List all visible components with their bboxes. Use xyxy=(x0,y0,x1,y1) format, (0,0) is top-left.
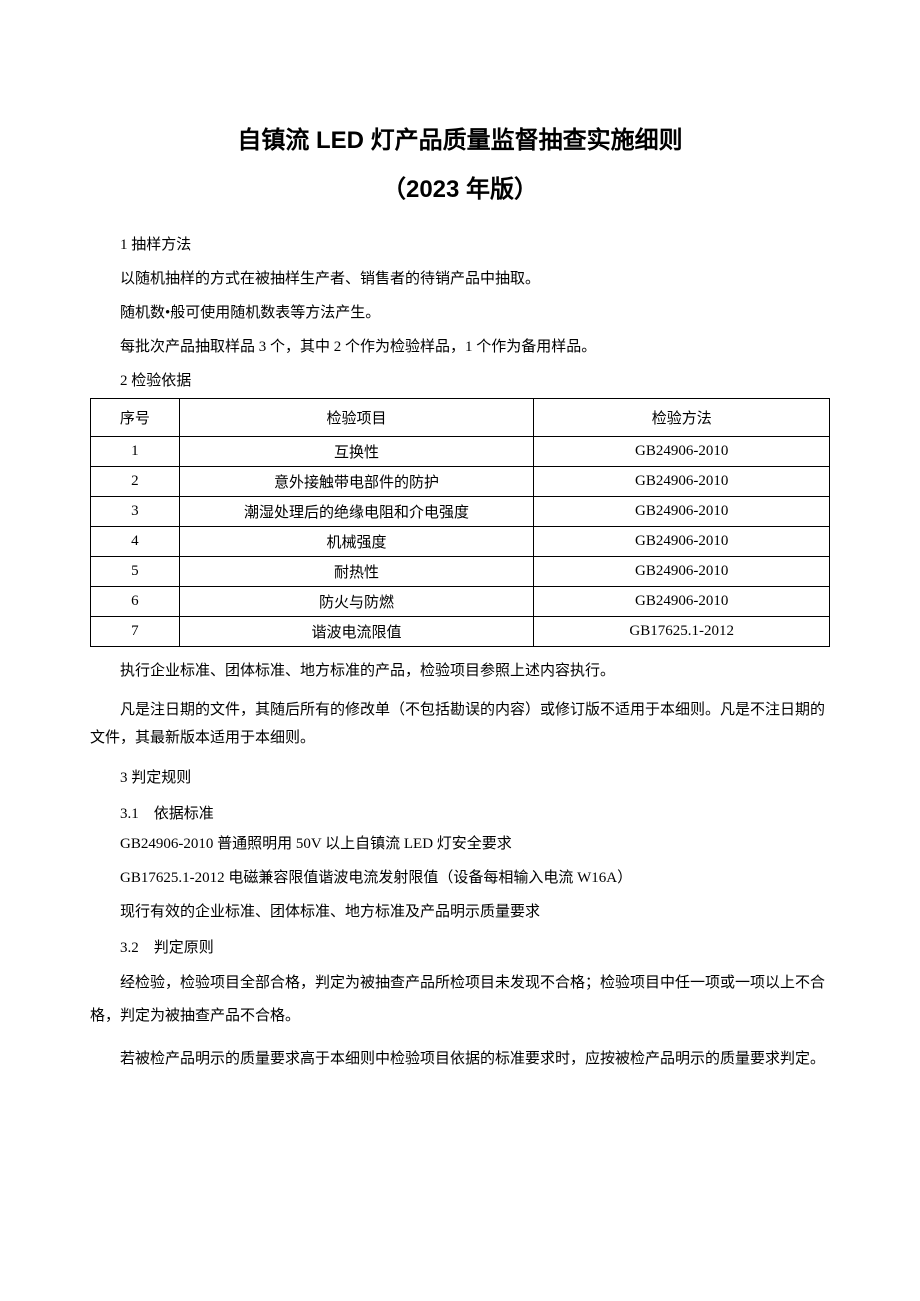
table-cell-item: 防火与防燃 xyxy=(179,587,534,617)
table-cell-item: 互换性 xyxy=(179,437,534,467)
section-2-para-1: 执行企业标准、团体标准、地方标准的产品，检验项目参照上述内容执行。 xyxy=(90,657,830,686)
section-1-para-3: 每批次产品抽取样品 3 个，其中 2 个作为检验样品，1 个作为备用样品。 xyxy=(90,332,830,362)
table-cell-seq: 7 xyxy=(91,617,180,647)
table-cell-method: GB17625.1-2012 xyxy=(534,617,830,647)
table-row: 2意外接触带电部件的防护GB24906-2010 xyxy=(91,467,830,497)
table-header-item: 检验项目 xyxy=(179,399,534,437)
section-1-para-2: 随机数•般可使用随机数表等方法产生。 xyxy=(90,298,830,328)
table-cell-item: 意外接触带电部件的防护 xyxy=(179,467,534,497)
document-title: 自镇流 LED 灯产品质量监督抽查实施细则 xyxy=(90,120,830,155)
table-row: 1互换性GB24906-2010 xyxy=(91,437,830,467)
table-header-method: 检验方法 xyxy=(534,399,830,437)
table-cell-item: 机械强度 xyxy=(179,527,534,557)
table-cell-seq: 5 xyxy=(91,557,180,587)
inspection-table: 序号 检验项目 检验方法 1互换性GB24906-20102意外接触带电部件的防… xyxy=(90,398,830,647)
table-cell-item: 谐波电流限值 xyxy=(179,617,534,647)
section-3-heading: 3 判定规则 xyxy=(90,763,830,793)
table-row: 7谐波电流限值GB17625.1-2012 xyxy=(91,617,830,647)
section-3-1-para-3: 现行有效的企业标准、团体标准、地方标准及产品明示质量要求 xyxy=(90,897,830,927)
table-cell-seq: 2 xyxy=(91,467,180,497)
table-cell-method: GB24906-2010 xyxy=(534,467,830,497)
table-header-row: 序号 检验项目 检验方法 xyxy=(91,399,830,437)
table-header-seq: 序号 xyxy=(91,399,180,437)
table-row: 6防火与防燃GB24906-2010 xyxy=(91,587,830,617)
section-2-para-2: 凡是注日期的文件，其随后所有的修改单（不包括勘误的内容）或修订版不适用于本细则。… xyxy=(90,696,830,753)
section-3-1-heading: 3.1 依据标准 xyxy=(90,799,830,829)
table-cell-seq: 3 xyxy=(91,497,180,527)
table-cell-item: 耐热性 xyxy=(179,557,534,587)
document-page: 自镇流 LED 灯产品质量监督抽查实施细则 （2023 年版） 1 抽样方法 以… xyxy=(0,0,920,1146)
table-row: 3潮湿处理后的绝缘电阻和介电强度GB24906-2010 xyxy=(91,497,830,527)
table-cell-seq: 4 xyxy=(91,527,180,557)
table-cell-method: GB24906-2010 xyxy=(534,557,830,587)
section-1-para-1: 以随机抽样的方式在被抽样生产者、销售者的待销产品中抽取。 xyxy=(90,264,830,294)
section-2-heading: 2 检验依据 xyxy=(90,366,830,396)
document-subtitle: （2023 年版） xyxy=(90,169,830,204)
section-1-heading: 1 抽样方法 xyxy=(90,230,830,260)
table-cell-seq: 1 xyxy=(91,437,180,467)
table-cell-method: GB24906-2010 xyxy=(534,497,830,527)
table-cell-item: 潮湿处理后的绝缘电阻和介电强度 xyxy=(179,497,534,527)
table-cell-seq: 6 xyxy=(91,587,180,617)
section-3-2-para-1: 经检验，检验项目全部合格，判定为被抽查产品所检项目未发现不合格；检验项目中任一项… xyxy=(90,967,830,1033)
table-cell-method: GB24906-2010 xyxy=(534,437,830,467)
table-row: 4机械强度GB24906-2010 xyxy=(91,527,830,557)
table-cell-method: GB24906-2010 xyxy=(534,587,830,617)
section-3-1-para-1: GB24906-2010 普通照明用 50V 以上自镇流 LED 灯安全要求 xyxy=(90,829,830,859)
section-3-1-para-2: GB17625.1-2012 电磁兼容限值谐波电流发射限值（设备每相输入电流 W… xyxy=(90,863,830,893)
table-cell-method: GB24906-2010 xyxy=(534,527,830,557)
section-3-2-heading: 3.2 判定原则 xyxy=(90,933,830,963)
section-3-2-para-2: 若被检产品明示的质量要求高于本细则中检验项目依据的标准要求时，应按被检产品明示的… xyxy=(90,1043,830,1076)
table-row: 5耐热性GB24906-2010 xyxy=(91,557,830,587)
